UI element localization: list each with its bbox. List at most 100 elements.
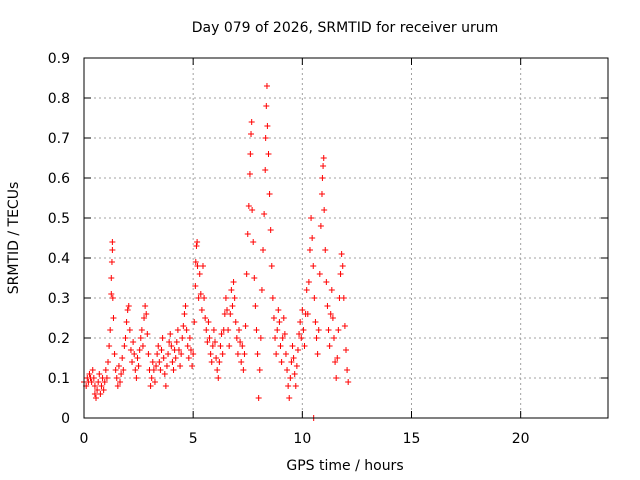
- data-point: [105, 359, 112, 365]
- data-point: [192, 283, 199, 289]
- data-point: [97, 391, 104, 397]
- data-point: [115, 363, 122, 369]
- data-point: [263, 83, 270, 89]
- data-point: [158, 347, 165, 353]
- data-point: [226, 343, 233, 349]
- data-point: [272, 335, 279, 341]
- data-point: [269, 295, 276, 301]
- data-point: [245, 203, 252, 209]
- data-point: [172, 355, 179, 361]
- data-point: [109, 295, 116, 301]
- data-point: [150, 367, 157, 373]
- data-point: [340, 295, 347, 301]
- data-point: [261, 211, 268, 217]
- data-point: [266, 191, 273, 197]
- data-point: [231, 295, 238, 301]
- y-tick-label: 0: [61, 411, 70, 427]
- data-point: [249, 207, 256, 213]
- data-point: [323, 279, 330, 285]
- x-tick-label: 15: [403, 431, 421, 447]
- data-point: [219, 351, 226, 357]
- data-point: [94, 387, 101, 393]
- data-point: [282, 351, 289, 357]
- y-tick-label: 0.2: [48, 331, 70, 347]
- data-point: [126, 327, 133, 333]
- data-point: [238, 359, 245, 365]
- data-point: [304, 311, 311, 317]
- data-point: [284, 367, 291, 373]
- data-point: [318, 191, 325, 197]
- data-point: [285, 383, 292, 389]
- data-point: [186, 335, 193, 341]
- data-point: [112, 367, 119, 373]
- data-point: [324, 303, 331, 309]
- data-point: [210, 327, 217, 333]
- data-point: [136, 347, 143, 353]
- data-point: [254, 351, 261, 357]
- y-tick-label: 0.1: [48, 371, 70, 387]
- data-point: [335, 327, 342, 333]
- data-point: [109, 247, 116, 253]
- data-point: [143, 311, 150, 317]
- data-point: [179, 335, 186, 341]
- data-point: [130, 339, 137, 345]
- data-point: [262, 167, 269, 173]
- data-point: [337, 271, 344, 277]
- data-point: [334, 355, 341, 361]
- data-point: [141, 315, 148, 321]
- data-point: [134, 355, 141, 361]
- data-point: [246, 171, 253, 177]
- data-point: [273, 351, 280, 357]
- data-point: [311, 295, 318, 301]
- data-point: [326, 343, 333, 349]
- data-point: [303, 287, 310, 293]
- data-point: [252, 303, 259, 309]
- data-point: [159, 335, 166, 341]
- data-point: [214, 367, 221, 373]
- data-point: [207, 351, 214, 357]
- data-point: [330, 335, 337, 341]
- data-point: [317, 223, 324, 229]
- data-point: [108, 259, 115, 265]
- data-point: [225, 327, 232, 333]
- data-point: [160, 355, 167, 361]
- data-point: [206, 335, 213, 341]
- data-point: [243, 271, 250, 277]
- y-axis-ticks: 0 0.1 0.2 0.3 0.4 0.5 0.6 0.7 0.8 0.9: [48, 51, 608, 427]
- data-point: [310, 263, 317, 269]
- data-point: [328, 287, 335, 293]
- data-point: [309, 235, 316, 241]
- data-point: [257, 335, 264, 341]
- grid-layer: [84, 58, 608, 418]
- data-point: [148, 375, 155, 381]
- data-point: [240, 367, 247, 373]
- data-point: [86, 371, 93, 377]
- data-point: [260, 247, 267, 253]
- data-point: [301, 343, 308, 349]
- x-tick-label: 0: [80, 431, 89, 447]
- data-point: [256, 367, 263, 373]
- data-point: [263, 103, 270, 109]
- data-point: [187, 347, 194, 353]
- data-point: [320, 155, 327, 161]
- data-point: [262, 135, 269, 141]
- data-point: [253, 327, 260, 333]
- data-point: [183, 327, 190, 333]
- data-point: [319, 175, 326, 181]
- data-point: [193, 243, 200, 249]
- data-point: [121, 343, 128, 349]
- data-point: [221, 311, 228, 317]
- data-point: [192, 259, 199, 265]
- data-point: [291, 371, 298, 377]
- x-tick-label: 10: [293, 431, 311, 447]
- data-point: [287, 375, 294, 381]
- data-point: [292, 383, 299, 389]
- data-point: [157, 367, 164, 373]
- data-point: [110, 315, 117, 321]
- data-point: [185, 355, 192, 361]
- data-point: [156, 359, 163, 365]
- data-point: [129, 359, 136, 365]
- data-point: [233, 335, 240, 341]
- data-point: [338, 251, 345, 257]
- data-point: [163, 363, 170, 369]
